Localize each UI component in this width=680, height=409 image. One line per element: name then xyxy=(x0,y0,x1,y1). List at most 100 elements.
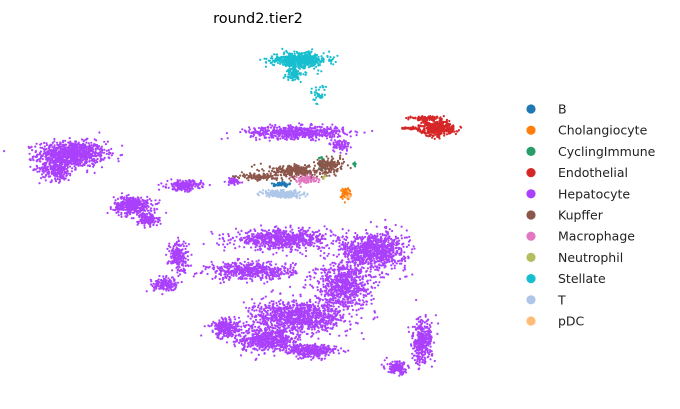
point-hepatocyte xyxy=(145,203,148,206)
point-hepatocyte xyxy=(321,246,324,249)
point-hepatocyte xyxy=(45,169,48,172)
point-hepatocyte xyxy=(292,240,295,243)
point-hepatocyte xyxy=(375,225,378,228)
point-hepatocyte xyxy=(177,180,180,183)
point-hepatocyte xyxy=(51,141,54,144)
point-hepatocyte xyxy=(56,141,59,144)
point-hepatocyte xyxy=(384,265,387,268)
point-hepatocyte xyxy=(105,149,108,152)
point-hepatocyte xyxy=(235,235,238,238)
point-hepatocyte xyxy=(341,143,344,146)
point-hepatocyte xyxy=(310,127,313,130)
plot-area xyxy=(3,47,463,377)
point-hepatocyte xyxy=(228,278,231,281)
point-hepatocyte xyxy=(261,263,264,266)
point-hepatocyte xyxy=(301,133,304,136)
point-hepatocyte xyxy=(360,252,363,255)
point-hepatocyte xyxy=(279,277,282,280)
point-hepatocyte xyxy=(362,251,365,254)
point-hepatocyte xyxy=(318,134,321,137)
point-hepatocyte xyxy=(59,147,62,150)
point-hepatocyte xyxy=(340,243,343,246)
point-hepatocyte xyxy=(265,230,268,233)
point-hepatocyte xyxy=(323,131,326,134)
point-hepatocyte xyxy=(261,129,265,132)
point-hepatocyte xyxy=(355,247,359,250)
point-hepatocyte xyxy=(154,220,157,223)
point-hepatocyte xyxy=(390,267,393,270)
point-hepatocyte xyxy=(62,173,65,176)
point-hepatocyte xyxy=(206,272,209,276)
point-hepatocyte xyxy=(256,239,259,242)
point-hepatocyte xyxy=(118,203,121,206)
point-hepatocyte xyxy=(94,147,97,150)
point-hepatocyte xyxy=(316,245,319,248)
point-hepatocyte xyxy=(249,269,253,272)
point-hepatocyte xyxy=(355,235,359,238)
point-hepatocyte xyxy=(258,266,261,270)
point-hepatocyte xyxy=(393,259,396,262)
point-hepatocyte xyxy=(411,273,414,276)
point-hepatocyte xyxy=(114,209,117,212)
point-hepatocyte xyxy=(346,145,349,148)
point-hepatocyte xyxy=(284,235,287,238)
point-hepatocyte xyxy=(338,148,342,151)
point-hepatocyte xyxy=(87,145,90,148)
point-hepatocyte xyxy=(384,244,387,247)
point-hepatocyte xyxy=(345,148,348,151)
point-hepatocyte xyxy=(91,152,94,155)
point-hepatocyte xyxy=(318,129,321,132)
point-hepatocyte xyxy=(207,266,210,269)
point-hepatocyte xyxy=(178,244,181,247)
point-hepatocyte xyxy=(294,269,297,273)
point-hepatocyte xyxy=(389,242,392,245)
point-hepatocyte xyxy=(71,156,74,160)
point-hepatocyte xyxy=(155,224,158,227)
point-hepatocyte xyxy=(211,232,214,235)
point-hepatocyte xyxy=(238,277,241,280)
point-hepatocyte xyxy=(172,245,175,248)
point-hepatocyte xyxy=(62,143,65,147)
point-hepatocyte xyxy=(323,225,326,228)
point-hepatocyte xyxy=(106,140,109,143)
point-hepatocyte xyxy=(59,151,62,154)
point-hepatocyte xyxy=(67,154,70,157)
point-hepatocyte xyxy=(177,182,180,186)
point-hepatocyte xyxy=(395,237,398,240)
point-hepatocyte xyxy=(138,200,141,203)
point-hepatocyte xyxy=(346,236,349,239)
point-hepatocyte xyxy=(278,125,281,128)
point-hepatocyte xyxy=(88,157,91,160)
point-hepatocyte xyxy=(202,265,205,268)
point-hepatocyte xyxy=(117,211,120,214)
point-hepatocyte xyxy=(381,272,384,275)
point-hepatocyte xyxy=(312,138,315,141)
point-hepatocyte xyxy=(396,251,399,254)
point-hepatocyte xyxy=(186,255,189,258)
point-hepatocyte xyxy=(332,141,335,144)
point-hepatocyte xyxy=(314,134,317,137)
point-hepatocyte xyxy=(289,267,292,270)
point-hepatocyte xyxy=(259,243,262,246)
point-hepatocyte xyxy=(239,266,242,269)
point-hepatocyte xyxy=(130,209,133,212)
point-hepatocyte xyxy=(289,263,292,266)
point-hepatocyte xyxy=(47,175,50,178)
point-hepatocyte xyxy=(80,156,83,159)
point-hepatocyte xyxy=(260,126,263,129)
point-hepatocyte xyxy=(58,153,61,156)
point-hepatocyte xyxy=(106,211,109,215)
point-hepatocyte xyxy=(192,275,195,278)
point-hepatocyte xyxy=(321,237,324,241)
point-hepatocyte xyxy=(279,268,282,271)
point-hepatocyte xyxy=(54,159,57,162)
point-hepatocyte xyxy=(183,270,186,274)
point-hepatocyte xyxy=(181,262,184,265)
point-hepatocyte xyxy=(329,128,333,131)
point-hepatocyte xyxy=(284,126,287,130)
point-hepatocyte xyxy=(130,217,133,220)
point-hepatocyte xyxy=(347,258,350,261)
point-hepatocyte xyxy=(328,247,331,250)
point-hepatocyte xyxy=(77,149,80,152)
point-hepatocyte xyxy=(237,272,240,275)
